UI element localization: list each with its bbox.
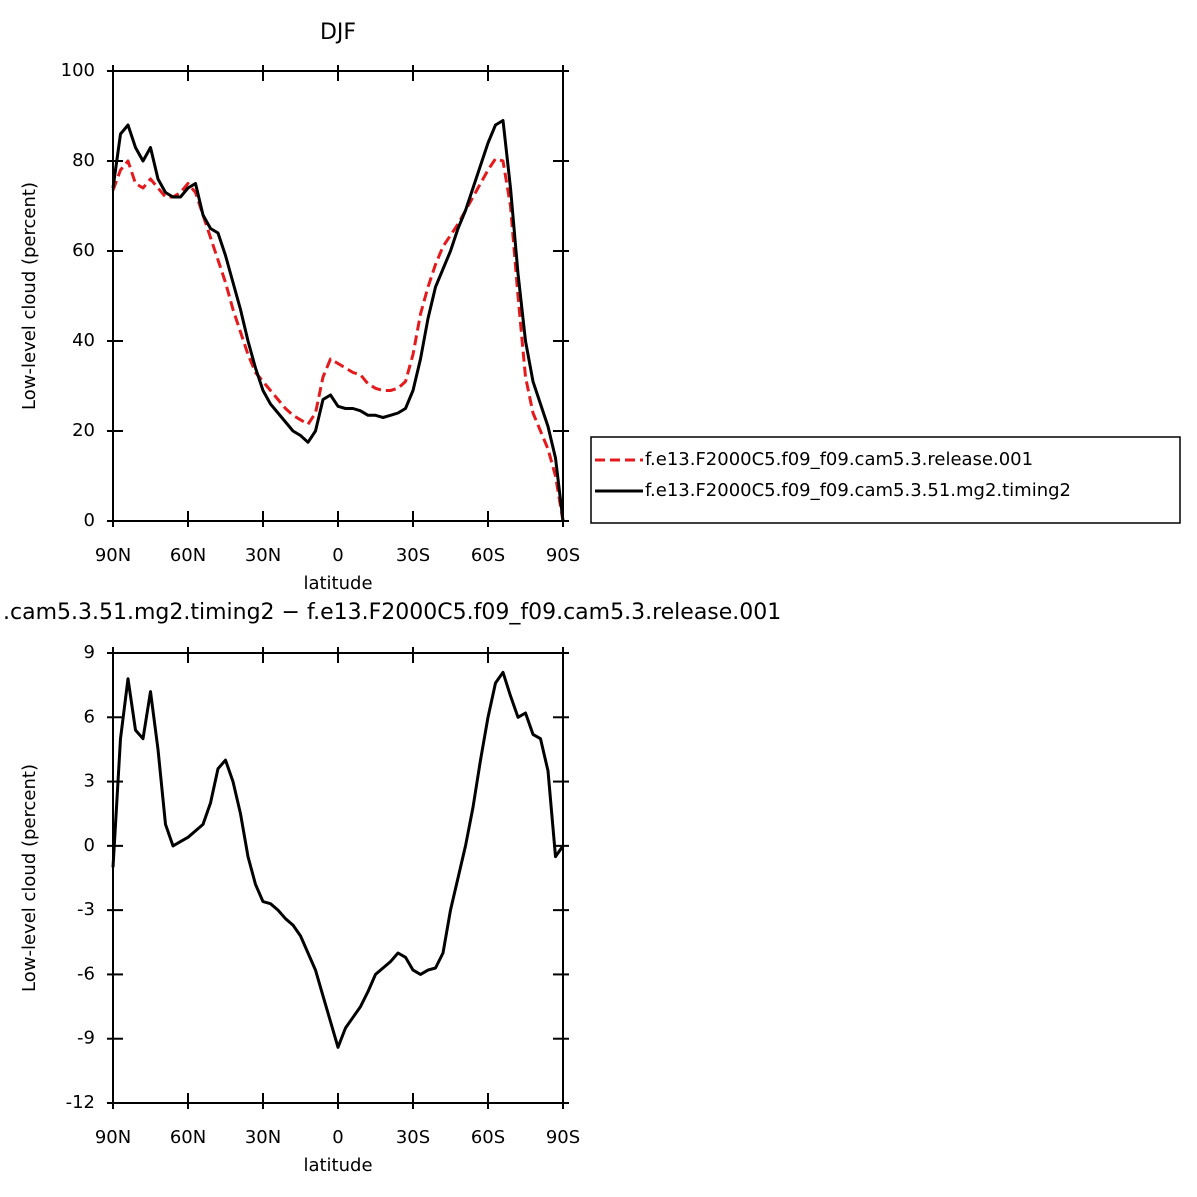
x-tick-label: 60S — [471, 1127, 505, 1148]
y-tick-label: 9 — [84, 642, 95, 663]
y-axis-label: Low-level cloud (percent) — [19, 764, 40, 992]
data-line — [111, 670, 565, 1049]
legend-label: f.e13.F2000C5.f09_f09.cam5.3.release.001 — [645, 449, 1033, 470]
chart-title: DJF — [320, 20, 356, 45]
y-tick-label: 20 — [72, 420, 95, 441]
chart-title: .cam5.3.51.mg2.timing2 − f.e13.F2000C5.f… — [3, 600, 781, 625]
x-tick-label: 90N — [95, 545, 131, 566]
x-tick-label: 60N — [170, 1127, 206, 1148]
x-tick-label: 90S — [546, 545, 580, 566]
y-tick-label: 0 — [84, 835, 95, 856]
y-tick-label: -6 — [77, 963, 95, 984]
y-tick-label: 0 — [84, 510, 95, 531]
x-axis-label: latitude — [303, 573, 372, 594]
x-tick-label: 30S — [396, 545, 430, 566]
y-tick-label: 3 — [84, 771, 95, 792]
y-tick-label: -9 — [77, 1028, 95, 1049]
x-tick-label: 30S — [396, 1127, 430, 1148]
x-tick-label: 60S — [471, 545, 505, 566]
x-tick-label: 30N — [245, 545, 281, 566]
x-tick-label: 0 — [332, 545, 343, 566]
y-tick-label: 60 — [72, 240, 95, 261]
y-tick-label: 100 — [61, 60, 95, 81]
y-tick-label: 80 — [72, 150, 95, 171]
y-tick-label: 40 — [72, 330, 95, 351]
x-tick-label: 60N — [170, 545, 206, 566]
y-axis-label: Low-level cloud (percent) — [19, 182, 40, 410]
x-tick-label: 90S — [546, 1127, 580, 1148]
y-tick-label: 6 — [84, 706, 95, 727]
legend-box — [590, 436, 1181, 524]
x-tick-label: 0 — [332, 1127, 343, 1148]
plot-frame — [112, 652, 564, 1104]
data-line — [111, 157, 565, 522]
plot-frame — [112, 70, 564, 522]
y-tick-label: -12 — [66, 1092, 95, 1113]
x-tick-label: 30N — [245, 1127, 281, 1148]
data-line — [111, 119, 565, 522]
y-tick-label: -3 — [77, 899, 95, 920]
x-tick-label: 90N — [95, 1127, 131, 1148]
x-axis-label: latitude — [303, 1155, 372, 1176]
legend-label: f.e13.F2000C5.f09_f09.cam5.3.51.mg2.timi… — [645, 480, 1071, 501]
